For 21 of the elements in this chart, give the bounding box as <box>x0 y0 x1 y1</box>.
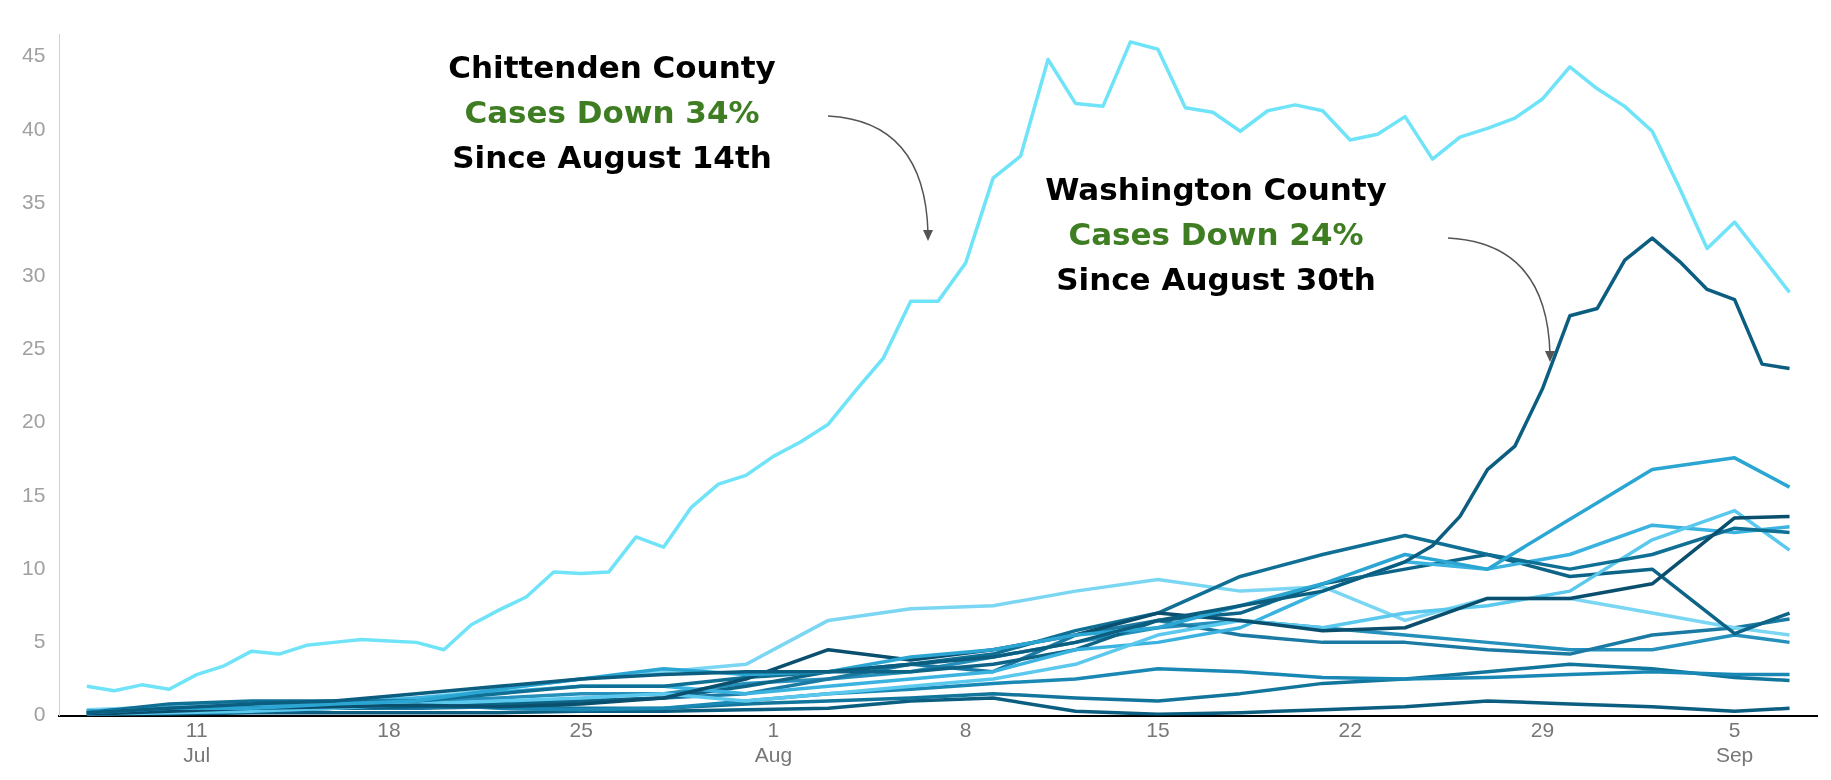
y-tick-label: 35 <box>22 189 46 213</box>
x-tick-label: 1 Aug <box>754 718 793 767</box>
x-tick-label: 18 <box>377 718 401 741</box>
x-tick-label: 29 <box>1530 718 1555 741</box>
x-tick-label: 5 Sep <box>1715 718 1754 767</box>
x-tick-label: 25 <box>569 718 593 741</box>
y-tick-label: 40 <box>22 116 46 140</box>
annotation: Washington County Cases Down 24% Since August 30th <box>1045 171 1387 298</box>
y-tick-label: 15 <box>22 482 46 506</box>
x-tick-label: 15 <box>1146 718 1170 741</box>
y-tick-label: 20 <box>22 409 46 433</box>
y-tick-label: 10 <box>22 555 46 579</box>
y-tick-label: 5 <box>33 629 46 653</box>
y-tick-label: 30 <box>22 263 46 287</box>
x-tick-label: 8 <box>959 718 972 741</box>
y-tick-label: 45 <box>22 43 46 67</box>
x-tick-label: 11 Jul <box>183 718 211 767</box>
x-tick-label: 22 <box>1338 718 1362 741</box>
y-tick-label: 0 <box>33 702 46 726</box>
annotation: Chittenden County Cases Down 34% Since August 14th <box>448 49 776 176</box>
y-tick-label: 25 <box>22 336 46 360</box>
